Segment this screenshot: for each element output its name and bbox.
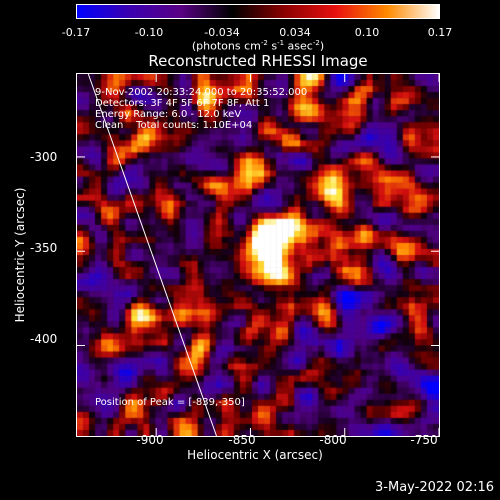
x-tick-label: -800 [319,433,347,447]
colorbar-tick-label: -0.10 [134,26,164,39]
colorbar-tick-label: -0.034 [204,26,240,39]
x-axis-label: Heliocentric X (arcsec) [187,448,323,462]
y-tick-label: -350 [30,241,58,255]
y-tick-label: -300 [30,150,58,164]
x-tick-label: -850 [228,433,256,447]
y-tick-label: -400 [30,332,58,346]
image-title: Reconstructed RHESSI Image [148,52,368,70]
colorbar [76,4,440,19]
y-axis-label: Heliocentric Y (arcsec) [13,187,27,323]
x-tick-label: -900 [136,433,164,447]
detectors-label: Detectors: 3F 4F 5F 6F 7F 8F, Att 1 [95,98,270,109]
colorbar-units: (photons cm-2 s-1 asec-2) [191,39,325,53]
colorbar-tick-label: -0.17 [61,26,91,39]
method-counts-label: Clean Total counts: 1.10E+04 [95,120,253,131]
energy-range-label: Energy Range: 6.0 - 12.0 keV [95,109,242,120]
colorbar-tick-label: 0.17 [427,26,453,39]
peak-position-label: Position of Peak = [-839,-350] [95,397,245,408]
x-tick-label: -750 [410,433,438,447]
colorbar-tick-label: 0.034 [279,26,311,39]
plot-timestamp: 3-May-2022 02:16 [375,480,494,495]
time-range-label: 9-Nov-2002 20:33:24.000 to 20:35:52.000 [95,87,308,98]
colorbar-tick-label: 0.10 [354,26,380,39]
